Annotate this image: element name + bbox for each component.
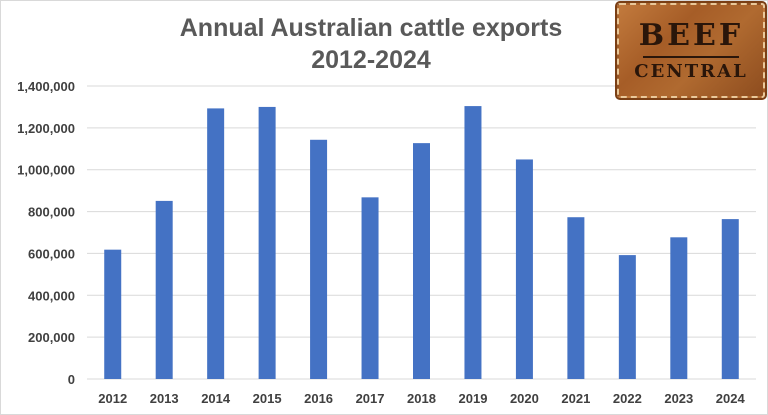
bar-2023 bbox=[670, 237, 688, 379]
y-tick-label: 1,200,000 bbox=[17, 121, 75, 136]
chart-title-line-1: Annual Australian cattle exports bbox=[180, 14, 563, 42]
logo-divider bbox=[643, 55, 739, 58]
bar-2018 bbox=[413, 143, 430, 379]
x-tick-label: 2022 bbox=[613, 391, 642, 406]
beef-central-logo: BEEF CENTRAL bbox=[615, 1, 767, 100]
bar-2015 bbox=[258, 106, 276, 379]
bars bbox=[104, 106, 739, 380]
y-axis-ticks: 0 200,000 400,000 600,000 800,000 1,000,000 1,… bbox=[17, 79, 75, 387]
bar-2020 bbox=[515, 159, 533, 379]
x-tick-label: 2024 bbox=[716, 391, 746, 406]
bar-2022 bbox=[618, 255, 636, 379]
x-tick-label: 2021 bbox=[561, 391, 590, 406]
y-tick-label: 200,000 bbox=[28, 330, 75, 345]
bar-2019 bbox=[464, 106, 482, 379]
x-tick-label: 2015 bbox=[253, 391, 282, 406]
bar-2012 bbox=[104, 249, 122, 379]
bar-2013 bbox=[155, 200, 173, 379]
bar-2021 bbox=[567, 217, 585, 379]
x-tick-label: 2018 bbox=[407, 391, 436, 406]
y-tick-label: 0 bbox=[68, 372, 75, 387]
x-tick-label: 2013 bbox=[150, 391, 179, 406]
chart-title-line-2: 2012-2024 bbox=[311, 46, 431, 74]
logo-line-2: CENTRAL bbox=[634, 60, 748, 82]
bar-2016 bbox=[310, 139, 328, 379]
bar-2017 bbox=[361, 197, 379, 379]
x-tick-label: 2016 bbox=[304, 391, 333, 406]
x-tick-label: 2017 bbox=[356, 391, 385, 406]
x-tick-label: 2023 bbox=[664, 391, 693, 406]
y-tick-label: 1,000,000 bbox=[17, 163, 75, 178]
bar-2024 bbox=[721, 219, 739, 379]
x-tick-label: 2020 bbox=[510, 391, 539, 406]
y-tick-label: 400,000 bbox=[28, 288, 75, 303]
x-tick-label: 2012 bbox=[98, 391, 127, 406]
bar-2014 bbox=[207, 108, 225, 380]
y-tick-label: 800,000 bbox=[28, 205, 75, 220]
x-axis-ticks: 2012 2013 2014 2015 2016 2017 2018 2019 2020 2021… bbox=[98, 391, 745, 406]
y-tick-label: 1,400,000 bbox=[17, 79, 75, 94]
y-tick-label: 600,000 bbox=[28, 246, 75, 261]
x-tick-label: 2019 bbox=[459, 391, 488, 406]
x-tick-label: 2014 bbox=[201, 391, 231, 406]
logo-line-1: BEEF bbox=[638, 17, 744, 53]
